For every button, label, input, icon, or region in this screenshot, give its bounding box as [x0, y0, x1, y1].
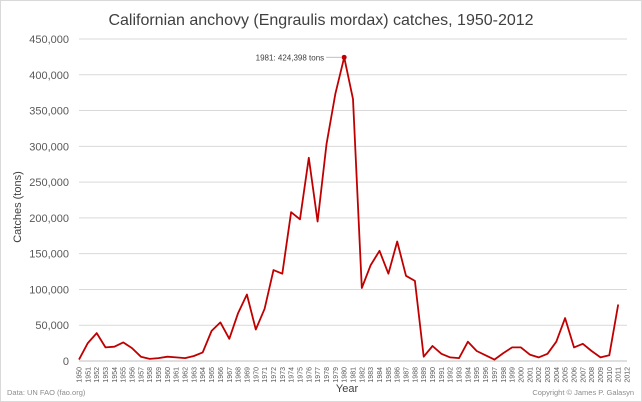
x-tick-label: 2000 [518, 367, 525, 383]
x-tick-label: 1952 [94, 367, 101, 383]
x-tick-label: 1965 [209, 367, 216, 383]
y-tick-label: 350,000 [29, 106, 69, 118]
x-tick-label: 2012 [625, 367, 632, 383]
y-tick-label: 300,000 [29, 141, 69, 153]
x-tick-label: 2006 [571, 367, 578, 383]
x-tick-label: 1982 [359, 367, 366, 383]
y-tick-label: 50,000 [35, 320, 69, 332]
x-tick-label: 1986 [395, 367, 402, 383]
y-axis-ticks: 0 50,000 100,000 150,000 200,000 250,000 300,0… [29, 34, 69, 368]
x-tick-label: 1988 [412, 367, 419, 383]
x-tick-label: 1998 [501, 367, 508, 383]
x-tick-label: 1992 [448, 367, 455, 383]
catches-line [78, 56, 620, 361]
x-tick-label: 1994 [465, 367, 472, 383]
x-tick-label: 2004 [554, 367, 561, 383]
x-tick-label: 1973 [280, 367, 287, 383]
y-tick-label: 150,000 [29, 249, 69, 261]
y-tick-label: 200,000 [29, 213, 69, 225]
x-tick-label: 1985 [386, 367, 393, 383]
x-tick-label: 1991 [439, 367, 446, 383]
chart-title: Californian anchovy (Engraulis mordax) c… [108, 12, 533, 29]
x-tick-label: 1960 [165, 367, 172, 383]
x-tick-label: 1969 [244, 367, 251, 383]
x-tick-label: 1953 [103, 367, 110, 383]
x-tick-label: 1958 [147, 367, 154, 383]
x-tick-label: 1967 [227, 367, 234, 383]
x-tick-label: 2010 [607, 367, 614, 383]
x-tick-label: 1996 [483, 367, 490, 383]
x-tick-label: 2002 [536, 367, 543, 383]
x-tick-label: 1954 [112, 367, 119, 383]
x-tick-label: 1951 [85, 367, 92, 383]
x-tick-label: 1984 [377, 367, 384, 383]
gridlines [79, 38, 627, 326]
x-axis-label: Year [336, 383, 359, 395]
x-tick-label: 1975 [297, 367, 304, 383]
x-axis-ticks: 1950 1951 1952 1953 1954 1955 1956 1957 1958 1959… [77, 367, 632, 383]
x-tick-label: 1980 [342, 367, 349, 383]
x-tick-label: 1995 [474, 367, 481, 383]
x-tick-label: 2009 [598, 367, 605, 383]
x-tick-label: 1955 [121, 367, 128, 383]
x-tick-label: 1966 [218, 367, 225, 383]
x-tick-label: 1990 [430, 367, 437, 383]
x-tick-label: 1962 [183, 367, 190, 383]
x-tick-label: 2007 [580, 367, 587, 383]
y-tick-label: 250,000 [29, 177, 69, 189]
x-tick-label: 1997 [492, 367, 499, 383]
x-tick-label: 2005 [563, 367, 570, 383]
x-tick-label: 1979 [333, 367, 340, 383]
y-tick-label: 0 [63, 356, 69, 368]
y-tick-label: 100,000 [29, 284, 69, 296]
x-tick-label: 1987 [404, 367, 411, 383]
y-axis-label: Catches (tons) [12, 171, 24, 243]
x-tick-label: 1957 [138, 367, 145, 383]
x-tick-label: 1981 [351, 367, 358, 383]
x-tick-label: 2001 [527, 367, 534, 383]
x-tick-label: 1959 [156, 367, 163, 383]
x-tick-label: 1950 [77, 367, 84, 383]
x-tick-label: 1976 [306, 367, 313, 383]
peak-marker [341, 54, 347, 60]
x-tick-label: 1974 [289, 367, 296, 383]
x-tick-label: 1989 [421, 367, 428, 383]
x-tick-label: 1961 [174, 367, 181, 383]
x-tick-label: 1970 [253, 367, 260, 383]
x-tick-label: 1971 [262, 367, 269, 383]
source-note: Data: UN FAO (fao.org) [7, 388, 86, 397]
x-tick-label: 2011 [616, 367, 623, 382]
x-tick-label: 1956 [130, 367, 137, 383]
x-tick-label: 1963 [191, 367, 198, 383]
y-tick-label: 400,000 [29, 70, 69, 82]
annotations: 1981: 424,398 tons [256, 53, 347, 62]
copyright-note: Copyright © James P. Galasyn [532, 388, 634, 397]
annotation-label: 1981: 424,398 tons [256, 53, 325, 62]
x-tick-label: 1977 [315, 367, 322, 383]
x-tick-label: 1993 [457, 367, 464, 383]
x-tick-label: 2003 [545, 367, 552, 383]
x-tick-label: 1983 [368, 367, 375, 383]
x-tick-label: 1968 [236, 367, 243, 383]
x-tick-label: 2008 [589, 367, 596, 383]
x-tick-label: 1964 [200, 367, 207, 383]
x-tick-label: 1972 [271, 367, 278, 383]
x-tick-label: 1978 [324, 367, 331, 383]
y-tick-label: 450,000 [29, 34, 69, 46]
x-tick-label: 1999 [510, 367, 517, 383]
